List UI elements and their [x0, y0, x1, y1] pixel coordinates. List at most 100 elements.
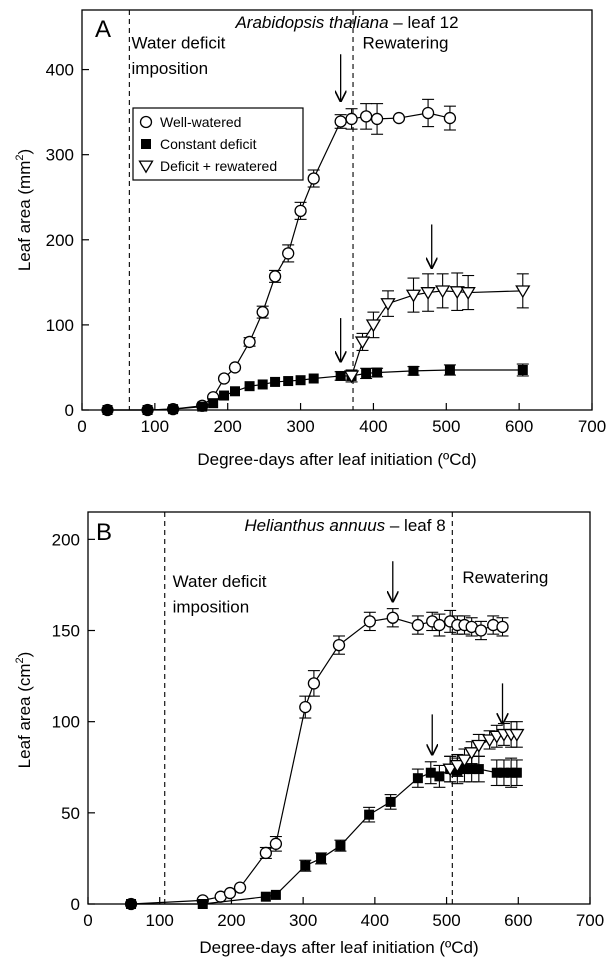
panel-b-title: Helianthus annuus – leaf 8 — [244, 516, 445, 535]
panel-a-x-tick-label: 600 — [505, 417, 533, 436]
panel-b-series-square-point — [511, 767, 522, 778]
panel-b-x-tick-label: 100 — [146, 911, 174, 930]
panel-b-series-square-point — [434, 771, 445, 782]
panel-b-series-circle-point — [433, 618, 446, 632]
legend-marker-square — [141, 139, 151, 149]
panel-a-series-square-point — [257, 379, 268, 390]
panel-a-x-tick-label: 700 — [578, 417, 606, 436]
panel-a-series-square-point — [168, 404, 179, 415]
panel-a-series-circle-point — [359, 110, 373, 123]
panel-a-series-square-point — [244, 381, 255, 392]
panel-b-series-circle-point — [223, 886, 237, 900]
panel-b-series-circle — [124, 608, 509, 911]
panel-b-series-circle-point — [332, 638, 346, 652]
panel-a-y-tick-label: 300 — [46, 146, 74, 165]
panel-b-annotation: imposition — [173, 597, 250, 616]
panel-b-series-circle-point — [307, 677, 321, 690]
panel-a-series-circle-point — [307, 172, 320, 185]
panel-b-y-tick-label: 50 — [61, 804, 80, 823]
panel-a-series-circle-point — [282, 247, 295, 260]
panel-a-x-tick-label: 300 — [286, 417, 314, 436]
legend-marker-circle — [139, 115, 153, 129]
panel-b-series-triangle-down-point — [442, 763, 458, 777]
panel-b-annotation: Water deficit — [173, 572, 267, 591]
panel-b-annotation: Rewatering — [462, 568, 548, 587]
panel-a-series-triangle-down — [343, 272, 531, 384]
panel-b-series-circle-point — [259, 846, 273, 860]
panel-a-series-square-point — [335, 370, 346, 381]
panel-b-series-square-point — [197, 899, 208, 909]
panel-a-x-axis-label: Degree-days after leaf initiation (ºCd) — [197, 450, 476, 469]
panel-b-x-tick-label: 200 — [217, 911, 245, 930]
panel-a-x-ticks: 0 100 200 300 400 500 600 700 — [77, 403, 606, 436]
panel-b-series-triangle-down — [442, 721, 525, 783]
panel-a-series-square-point — [197, 401, 208, 412]
panel-a-series-triangle-down-line — [351, 290, 523, 377]
panel-a-series-triangle-down-point — [354, 336, 371, 350]
panel-a-series-square — [102, 363, 529, 415]
legend-box — [132, 107, 304, 181]
panel-a-series-square-point — [219, 390, 230, 401]
panel-a-annotation: imposition — [132, 59, 209, 78]
panel-b-y-tick-label: 100 — [52, 713, 80, 732]
panel-b-x-tick-label: 300 — [289, 911, 317, 930]
panel-a-series-triangle-down-point — [460, 287, 476, 301]
panel-a-series-circle-point — [294, 204, 307, 218]
panel-a-letter: A — [95, 16, 111, 43]
legend-label: Well-watered — [160, 114, 241, 130]
panel-a-series-circle-point — [256, 305, 269, 319]
panel-a-x-tick-label: 100 — [141, 417, 169, 436]
panel-a-series-square-point — [408, 365, 419, 376]
panel-a-series-circle-point — [334, 115, 347, 128]
panel-b-series-triangle-down-point — [471, 739, 487, 753]
panel-a-series-square-point — [295, 375, 306, 386]
panel-b-series-circle-point — [363, 615, 376, 628]
panel-b-series-square-point — [425, 767, 436, 778]
panel-a-series — [101, 98, 531, 417]
panel-b-x-tick-label: 600 — [504, 911, 532, 930]
panel-b-series-triangle-down-point — [456, 754, 473, 768]
panel-a-x-tick-label: 500 — [432, 417, 460, 436]
panel-b-letter: B — [96, 519, 112, 546]
panel-b-series-square — [126, 755, 523, 909]
panel-b-series-square-point — [260, 891, 271, 902]
panel-b-series-square-point — [385, 796, 396, 807]
panel-a-series-square-point — [142, 405, 153, 415]
panel-a-series-square-point — [308, 373, 319, 384]
panel-a-series-square-point — [444, 365, 455, 375]
panel-a-y-tick-label: 100 — [46, 316, 74, 335]
panel-b-y-tick-label: 200 — [52, 530, 80, 549]
panel-a-y-tick-label: 200 — [46, 231, 74, 250]
panel-a-series-square-point — [372, 367, 383, 378]
panel-b-y-axis-label: Leaf area (cm2) — [14, 652, 34, 769]
panel-b-series-triangle-down-point — [464, 747, 480, 761]
panel-a-series-circle-point — [345, 112, 358, 126]
panel-b: B Helianthus annuus – leaf 8 Degree-days… — [14, 511, 604, 957]
panel-b-annotations: Water deficit imposition Rewatering — [173, 568, 549, 616]
panel-a-series-circle-point — [370, 112, 384, 126]
panel-b-series-circle-point — [386, 611, 399, 624]
panel-b-series-square-point — [126, 899, 137, 909]
panel-b-series — [124, 608, 525, 911]
panel-a-series-square-point — [517, 365, 528, 375]
panel-b-series-circle-point — [269, 837, 283, 850]
panel-a-series-circle-point — [217, 372, 231, 385]
panel-b-series-square-point — [300, 860, 311, 871]
panel-b-y-tick-label: 0 — [71, 895, 80, 914]
panel-b-x-tick-label: 500 — [432, 911, 460, 930]
panel-a-legend: Well-watered Constant deficit Deficit + re… — [132, 107, 304, 181]
panel-a-annotation: Rewatering — [363, 33, 449, 52]
panel-b-series-square-point — [270, 889, 281, 900]
panel-a-plot-frame — [81, 9, 593, 411]
panel-a-series-triangle-down-point — [365, 319, 382, 333]
panel-a-series-square-point — [230, 386, 240, 397]
panel-b-x-axis-label: Degree-days after leaf initiation (ºCd) — [199, 938, 478, 957]
panel-b-y-axis-label-sup: 2 — [14, 657, 26, 663]
panel-a-annotation: Water deficit — [132, 33, 226, 52]
panel-a-series-square-point — [102, 405, 113, 415]
panel-b-series-circle-point — [474, 624, 488, 637]
panel-b-series-square-point — [316, 853, 327, 864]
legend-label: Deficit + rewatered — [160, 158, 277, 174]
panel-a-y-tick-label: 0 — [65, 401, 74, 420]
